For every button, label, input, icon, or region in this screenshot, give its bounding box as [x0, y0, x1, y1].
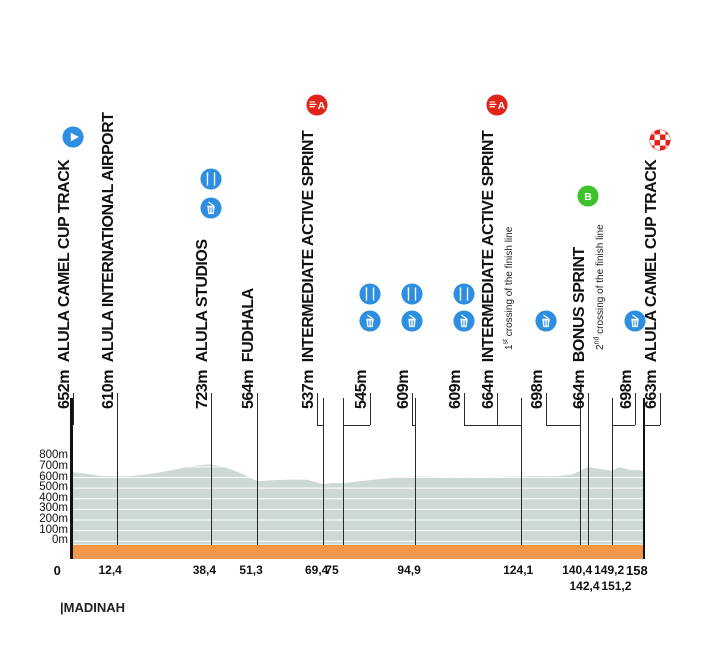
svg-text:A: A: [318, 100, 326, 112]
svg-text:B: B: [584, 191, 592, 203]
svg-text:A: A: [497, 100, 505, 112]
